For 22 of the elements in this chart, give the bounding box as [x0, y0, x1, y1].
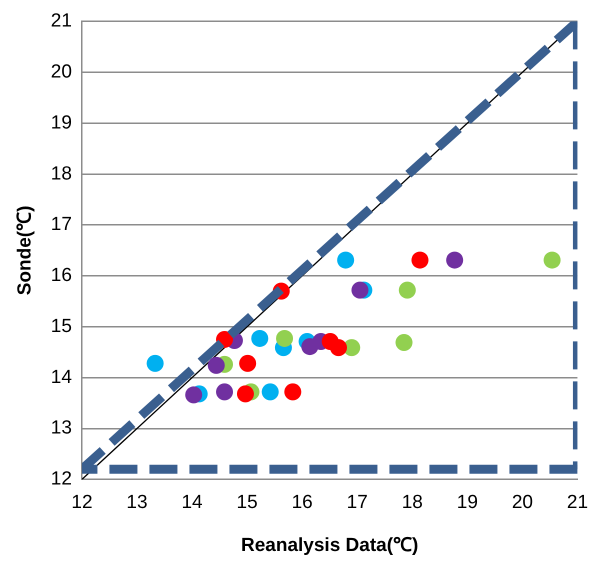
y-tick-label: 19 [50, 112, 72, 134]
x-axis-title: Reanalysis Data(℃) [240, 534, 418, 556]
y-tick-label: 12 [50, 468, 72, 490]
x-tick-label: 21 [566, 492, 588, 514]
x-tick-label: 13 [126, 492, 148, 514]
x-tick-label: 15 [236, 492, 258, 514]
y-tick-label: 16 [50, 265, 72, 286]
x-tick-label: 20 [512, 492, 533, 514]
x-tick-label: 18 [402, 492, 423, 514]
x-tick-label: 17 [346, 492, 368, 514]
x-tick-label: 16 [292, 492, 313, 514]
y-tick-label: 15 [50, 316, 72, 337]
y-tick-label: 21 [50, 10, 72, 32]
y-tick-label: 17 [50, 214, 72, 236]
x-tick-label: 14 [181, 492, 204, 514]
y-tick-label: 14 [50, 366, 72, 388]
x-tick-label: 12 [71, 492, 93, 514]
y-axis-title: Sonde(℃) [14, 206, 36, 296]
y-tick-label: 20 [50, 62, 72, 83]
y-tick-label: 18 [50, 163, 72, 184]
y-tick-label: 13 [50, 418, 72, 439]
x-tick-label: 19 [456, 492, 478, 514]
